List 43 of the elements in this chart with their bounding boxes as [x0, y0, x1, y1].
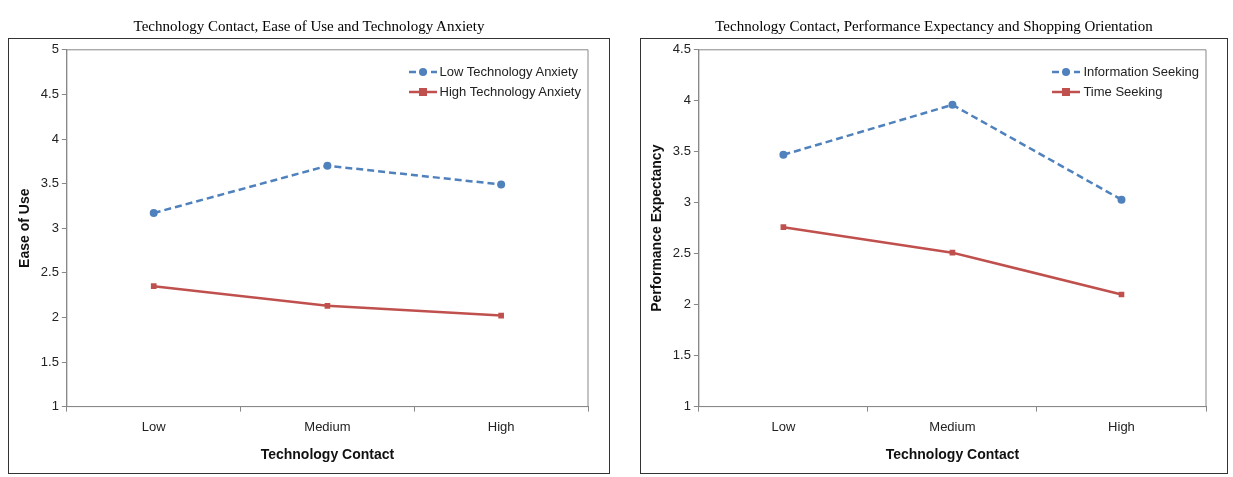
legend-label: Low Technology Anxiety	[439, 64, 579, 80]
x-tick-label: High	[487, 418, 515, 434]
y-tick-label: 3	[683, 194, 691, 210]
y-tick-label: 2.5	[40, 264, 59, 280]
point	[323, 161, 332, 170]
x-axis-title: Technology Contact	[260, 446, 395, 463]
y-tick-label: 3	[51, 219, 59, 235]
legend-label: Information Seeking	[1083, 64, 1199, 80]
point	[779, 150, 788, 159]
point	[150, 283, 157, 290]
y-tick-label: 3.5	[672, 143, 691, 159]
x-tick-label: Medium	[304, 418, 351, 434]
y-tick-label: 2.5	[672, 245, 691, 261]
y-tick-label: 4.5	[40, 85, 59, 101]
y-tick-label: 1	[683, 398, 691, 414]
x-tick-label: Medium	[929, 418, 976, 434]
legend-label: High Technology Anxiety	[439, 84, 581, 100]
legend-label: Time Seeking	[1083, 84, 1163, 100]
y-tick-label: 1.5	[40, 353, 59, 369]
y-tick-label: 2	[683, 296, 691, 312]
point	[149, 209, 158, 218]
point	[780, 224, 787, 231]
y-tick-label: 2	[51, 308, 59, 324]
point	[948, 100, 957, 109]
point	[324, 302, 331, 309]
point	[1117, 195, 1126, 204]
x-tick-label: Low	[141, 418, 167, 434]
y-tick-label: 3.5	[40, 175, 59, 191]
y-tick-label: 4	[51, 130, 59, 146]
y-tick-label: 4.5	[672, 41, 691, 57]
chart-title: Technology Contact, Performance Expectancy and Shopping Orientation	[714, 17, 1154, 36]
x-axis-title: Technology Contact	[885, 446, 1020, 463]
y-tick-label: 1	[51, 398, 59, 414]
y-axis-title: Ease of Use	[16, 188, 33, 268]
point	[498, 312, 504, 319]
y-tick-label: 5	[51, 41, 59, 57]
y-tick-label: 4	[683, 92, 691, 108]
x-tick-label: High	[1108, 418, 1135, 434]
y-tick-label: 1.5	[672, 347, 691, 363]
point	[497, 180, 506, 189]
y-axis-title: Performance Expectancy	[648, 144, 665, 312]
x-tick-label: Low	[771, 418, 796, 434]
chart-title: Technology Contact, Ease of Use and Technology Anxiety	[132, 17, 486, 36]
